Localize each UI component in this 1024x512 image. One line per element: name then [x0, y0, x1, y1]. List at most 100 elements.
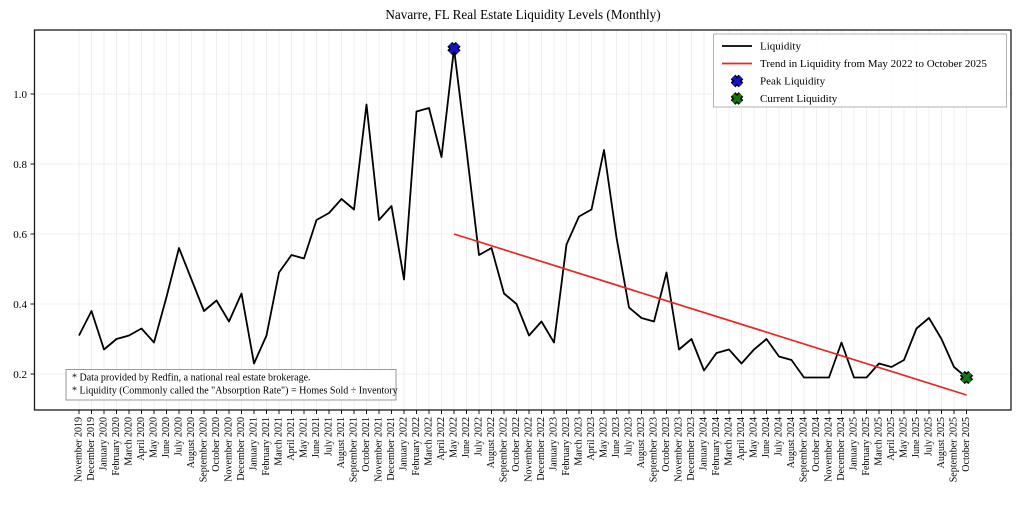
x-tick-label: June 2023 — [611, 417, 622, 458]
x-tick-label: October 2023 — [661, 417, 672, 472]
x-tick-label: December 2021 — [386, 417, 397, 481]
x-tick-label: September 2021 — [349, 417, 360, 482]
x-tick-label: May 2021 — [299, 417, 310, 458]
x-tick-label: June 2021 — [311, 417, 322, 458]
x-tick-label: June 2020 — [161, 417, 172, 458]
x-tick-label: July 2024 — [774, 417, 785, 456]
trend-line — [453, 233, 967, 396]
x-tick-label: November 2021 — [374, 417, 385, 482]
x-tick-label: February 2025 — [861, 417, 872, 476]
x-tick-label: March 2022 — [424, 417, 435, 466]
x-tick-label: March 2020 — [124, 417, 135, 466]
x-tick-label: October 2020 — [211, 417, 222, 472]
x-tick-label: October 2024 — [811, 417, 822, 472]
x-tick-label: April 2023 — [586, 417, 597, 461]
y-tick-label: 0.2 — [13, 369, 27, 381]
x-tick-label: July 2025 — [924, 417, 935, 456]
peak-marker-x-icon — [448, 42, 460, 55]
x-tick-label: December 2023 — [686, 417, 697, 481]
legend: Liquidity Trend in Liquidity from May 20… — [713, 33, 1007, 108]
x-tick-label: August 2023 — [636, 417, 647, 468]
plot-frame — [33, 29, 1012, 411]
x-tick-label: July 2021 — [324, 417, 335, 456]
x-tick-label: August 2025 — [936, 417, 947, 468]
x-tick-label: July 2020 — [174, 417, 185, 456]
footnote-box: * Data provided by Redfin, a national re… — [65, 369, 398, 401]
x-tick-label: July 2023 — [624, 417, 635, 456]
x-tick-label: June 2022 — [461, 417, 472, 458]
x-tick-label: January 2020 — [99, 417, 110, 471]
x-tick-label: March 2021 — [274, 417, 285, 466]
legend-label-liquidity: Liquidity — [760, 41, 801, 53]
x-tick-label: January 2024 — [699, 417, 710, 471]
x-tick-label: April 2022 — [436, 417, 447, 461]
x-tick-label: August 2021 — [336, 417, 347, 468]
x-tick-label: January 2021 — [249, 417, 260, 471]
chart-title: Navarre, FL Real Estate Liquidity Levels… — [385, 7, 660, 22]
x-tick-label: April 2021 — [286, 417, 297, 461]
x-tick-label: March 2023 — [574, 417, 585, 466]
x-tick-label: February 2022 — [411, 417, 422, 476]
x-tick-label: March 2024 — [724, 417, 735, 466]
x-tick-label: September 2020 — [199, 417, 210, 482]
x-tick-label: May 2025 — [899, 417, 910, 458]
x-tick-label: August 2022 — [486, 417, 497, 468]
x-tick-label: October 2025 — [961, 417, 972, 472]
x-tick-label: May 2023 — [599, 417, 610, 458]
x-tick-label: February 2021 — [261, 417, 272, 476]
liquidity-line — [78, 47, 968, 379]
legend-label-peak: Peak Liquidity — [760, 76, 826, 88]
x-tick-label: April 2024 — [736, 417, 747, 461]
x-tick-label: September 2022 — [499, 417, 510, 482]
x-tick-label: September 2023 — [649, 417, 660, 482]
x-tick-label: January 2023 — [549, 417, 560, 471]
x-tick-label: July 2022 — [474, 417, 485, 456]
markers — [447, 41, 974, 385]
x-tick-label: May 2022 — [449, 417, 460, 458]
x-tick-label: December 2024 — [836, 417, 847, 481]
x-tick-label: November 2023 — [674, 417, 685, 482]
x-tick-label: September 2024 — [799, 417, 810, 482]
x-tick-label: October 2022 — [511, 417, 522, 472]
x-tick-label: December 2019 — [86, 417, 97, 481]
x-tick-label: June 2024 — [761, 417, 772, 458]
x-tick-label: September 2025 — [949, 417, 960, 482]
y-tick-label: 0.6 — [13, 229, 27, 241]
x-tick-label: November 2020 — [224, 417, 235, 482]
x-tick-label: February 2020 — [111, 417, 122, 476]
legend-label-trend: Trend in Liquidity from May 2022 to Octo… — [760, 58, 987, 70]
x-tick-label: May 2020 — [149, 417, 160, 458]
x-tick-label: April 2025 — [886, 417, 897, 461]
legend-label-current: Current Liquidity — [760, 93, 838, 105]
y-tick-label: 0.4 — [13, 299, 27, 311]
x-tick-label: February 2024 — [711, 417, 722, 476]
x-tick-label: June 2025 — [911, 417, 922, 458]
x-tick-label: January 2025 — [849, 417, 860, 471]
footnote-line-1: * Data provided by Redfin, a national re… — [72, 373, 311, 384]
x-tick-label: April 2020 — [136, 417, 147, 461]
x-tick-label: February 2023 — [561, 417, 572, 476]
x-tick-label: December 2022 — [536, 417, 547, 481]
x-tick-label: November 2022 — [524, 417, 535, 482]
series — [78, 47, 968, 396]
legend-peak-x-icon — [731, 75, 743, 87]
x-tick-label: November 2019 — [74, 417, 85, 482]
y-tick-label: 1.0 — [13, 89, 27, 101]
x-tick-label: August 2024 — [786, 417, 797, 468]
axes: 0.2 0.4 0.6 0.8 1.0 November 2019 December 201… — [13, 29, 1012, 482]
current-marker-x-icon — [960, 371, 973, 384]
x-tick-label: December 2020 — [236, 417, 247, 481]
footnote-line-2: * Liquidity (Commonly called the "Absorp… — [72, 386, 398, 397]
legend-box — [713, 33, 1007, 108]
y-tick-label: 0.8 — [13, 159, 27, 171]
x-tick-label: March 2025 — [874, 417, 885, 466]
x-tick-label: May 2024 — [749, 417, 760, 458]
footnote-frame — [65, 369, 397, 401]
legend-current-x-icon — [731, 93, 743, 104]
x-tick-label: January 2022 — [399, 417, 410, 471]
x-tick-label: October 2021 — [361, 417, 372, 472]
x-tick-label: November 2024 — [824, 417, 835, 482]
x-tick-label: August 2020 — [186, 417, 197, 468]
